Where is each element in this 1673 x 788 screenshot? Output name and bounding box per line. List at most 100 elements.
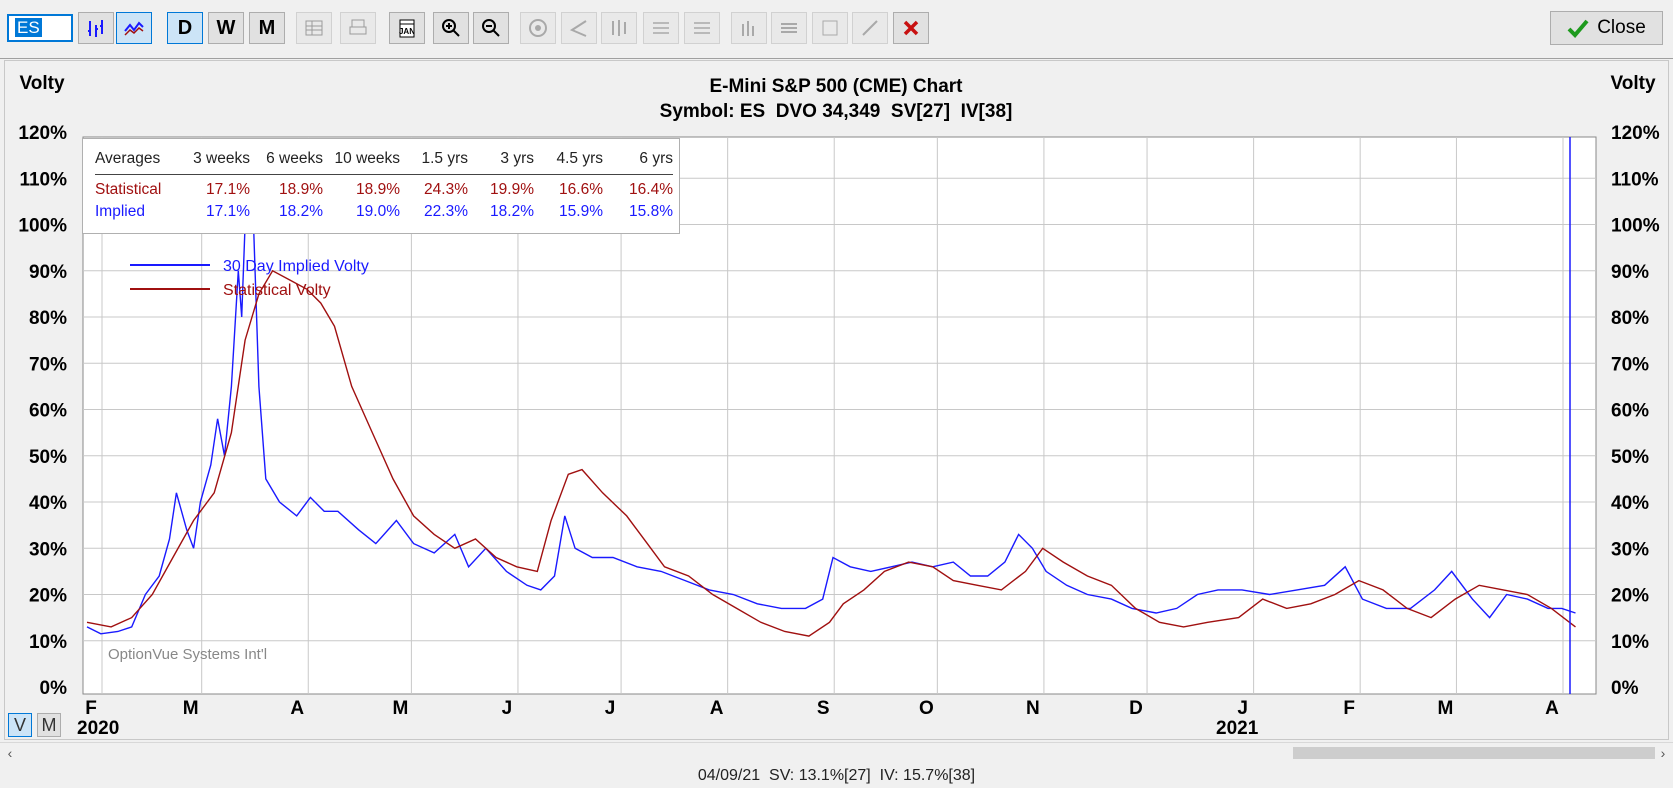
averages-cell: 18.2% [490, 203, 534, 220]
year-label-2020: 2020 [77, 718, 119, 739]
symbol-input[interactable]: ES [7, 14, 73, 42]
y-tick-label-left: 110% [19, 169, 67, 190]
averages-cell: 17.1% [206, 181, 250, 198]
x-tick-label: A [1545, 698, 1559, 719]
red-x-icon [903, 20, 919, 36]
averages-header-cell: 3 weeks [190, 149, 250, 175]
averages-statistical-row: Statistical 17.1% 18.9% 18.9% 24.3% 19.9… [95, 175, 673, 203]
zoom-in-button[interactable] [433, 12, 469, 44]
x-tick-label: J [502, 698, 513, 719]
scroll-right-arrow-icon[interactable]: › [1660, 745, 1666, 761]
delete-button[interactable] [893, 12, 929, 44]
x-tick-label: J [605, 698, 616, 719]
watermark: OptionVue Systems Int'l [108, 646, 267, 663]
period-weekly-button[interactable]: W [208, 12, 244, 44]
averages-cell: 19.9% [490, 181, 534, 198]
y-tick-label-left: 100% [18, 216, 67, 237]
y-tick-label-left: 20% [29, 586, 67, 607]
y-tick-label-left: 10% [29, 632, 67, 653]
x-tick-label: D [1129, 698, 1143, 719]
printer-icon [349, 19, 367, 35]
y-tick-label-right: 20% [1611, 586, 1649, 607]
period-daily-button[interactable]: D [167, 12, 203, 44]
close-button[interactable]: Close [1550, 11, 1663, 45]
averages-implied-label: Implied [95, 203, 145, 220]
view-v-toggle[interactable]: V [8, 713, 32, 737]
zoom-out-button[interactable] [473, 12, 509, 44]
view-m-toggle[interactable]: M [37, 713, 61, 737]
year-label-2021: 2021 [1216, 718, 1259, 739]
y-tick-label-left: 60% [29, 401, 67, 422]
y-tick-label-right: 40% [1611, 493, 1649, 514]
horizontal-scrollbar[interactable]: ‹ › [0, 742, 1673, 763]
y-tick-label-left: 0% [40, 678, 68, 699]
status-bar-text: 04/09/21 SV: 13.1%[27] IV: 15.7%[38] [697, 767, 976, 784]
zoom-in-icon [442, 19, 460, 37]
notes-icon [822, 20, 838, 36]
bars-button[interactable] [731, 12, 767, 44]
volatility-chart[interactable]: 0% 10% 20% 30% 40% 50% 60% 70% 80% 90% 100% 110% 120… [0, 0, 1673, 742]
averages-table: Averages 3 weeks 6 weeks 10 weeks 1.5 yr… [82, 138, 680, 234]
legend: 30 Day Implied Volty Statistical Volty [130, 258, 369, 299]
averages-statistical-label: Statistical [95, 181, 162, 198]
chart-title: E-Mini S&P 500 (CME) Chart [709, 76, 963, 97]
averages-cell: 15.8% [629, 203, 673, 220]
chart-subtitle: Symbol: ES DVO 34,349 SV[27] IV[38] [660, 101, 1013, 122]
averages-cell: 18.9% [356, 181, 400, 198]
averages-header-cell: 3 yrs [468, 149, 534, 175]
legend-statistical-label: Statistical Volty [223, 282, 331, 299]
implied-volty-line [86, 178, 1576, 635]
target-button[interactable] [520, 12, 556, 44]
calendar-button[interactable]: JAN [389, 12, 425, 44]
table-icon [305, 20, 323, 36]
volatility-chart-button[interactable] [116, 12, 152, 44]
y-tick-label-right: 110% [1611, 169, 1659, 190]
y-tick-label-right: 90% [1611, 262, 1649, 283]
layers-button[interactable] [771, 12, 807, 44]
averages-cell: 18.9% [279, 181, 323, 198]
y-tick-label-right: 30% [1611, 539, 1649, 560]
y-tick-label-left: 90% [29, 262, 67, 283]
left-axis-label: Volty [19, 73, 64, 94]
averages-cell: 16.4% [629, 181, 673, 198]
toolbar: ES D W M JAN Close [0, 0, 1673, 59]
averages-cell: 17.1% [206, 203, 250, 220]
grid-lines-alt-button[interactable] [684, 12, 720, 44]
averages-cell: 19.0% [356, 203, 400, 220]
scroll-left-arrow-icon[interactable]: ‹ [7, 745, 13, 761]
x-tick-label: F [1343, 698, 1355, 719]
y-axis-right: 0% 10% 20% 30% 40% 50% 60% 70% 80% 90% 100% 110% 120… [1611, 123, 1660, 699]
table-icon-button[interactable] [296, 12, 332, 44]
y-tick-label-right: 120% [1611, 123, 1660, 144]
scrollbar-thumb[interactable] [1293, 747, 1655, 759]
averages-header-row: Averages 3 weeks 6 weeks 10 weeks 1.5 yr… [95, 149, 673, 175]
angle-icon [569, 20, 587, 37]
x-tick-label: F [85, 698, 97, 719]
y-tick-label-left: 50% [29, 447, 67, 468]
bar-chart-button[interactable] [78, 12, 114, 44]
right-axis-label: Volty [1610, 73, 1655, 94]
averages-cell: 22.3% [424, 203, 468, 220]
x-tick-label: S [817, 698, 830, 719]
averages-header-cell: 6 yrs [603, 149, 673, 175]
averages-header-cell: 10 weeks [323, 149, 400, 175]
x-tick-label: N [1026, 698, 1040, 719]
angle-button[interactable] [561, 12, 597, 44]
print-icon-button[interactable] [340, 12, 376, 44]
y-tick-label-left: 30% [29, 539, 67, 560]
y-tick-label-left: 70% [29, 354, 67, 375]
notes-button[interactable] [812, 12, 848, 44]
draw-line-button[interactable] [852, 12, 888, 44]
pencil-icon [862, 20, 878, 36]
layers-icon [781, 23, 797, 33]
grid-lines-button[interactable] [643, 12, 679, 44]
x-tick-label: A [290, 698, 304, 719]
x-tick-label: A [710, 698, 724, 719]
y-tick-label-left: 80% [29, 308, 67, 329]
averages-header-cell: 6 weeks [250, 149, 323, 175]
candles-button[interactable] [601, 12, 637, 44]
statistical-volty-line [86, 269, 1576, 637]
period-monthly-button[interactable]: M [249, 12, 285, 44]
averages-cell: 16.6% [559, 181, 603, 198]
